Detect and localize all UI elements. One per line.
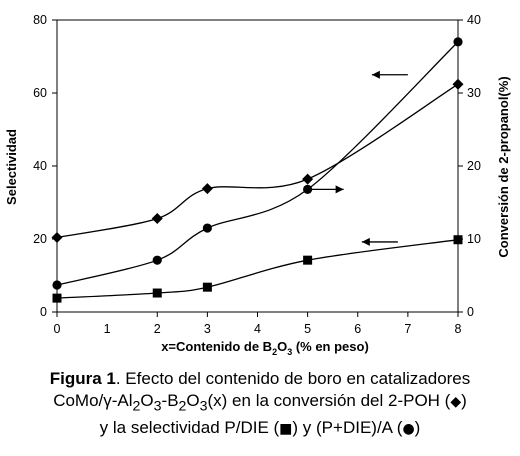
y-tick-label: 20 <box>33 232 47 246</box>
data-point-square <box>303 255 313 265</box>
x-tick-label: 4 <box>254 322 261 336</box>
data-point-circle <box>453 37 463 47</box>
diamond-marker-icon: ◆ <box>450 394 462 410</box>
y-tick-label: 40 <box>33 159 47 173</box>
y-tick-label: 60 <box>33 86 47 100</box>
data-point-square <box>52 293 62 303</box>
arrow-left-head <box>371 70 380 79</box>
series-line-square <box>56 239 459 299</box>
arrow-left-head <box>361 237 370 246</box>
caption-text-1: . Efecto del contenido de boro en catali… <box>115 369 471 388</box>
series-line-diamond <box>56 83 459 239</box>
y2-tick-label: 0 <box>467 305 474 319</box>
x-tick-label: 3 <box>204 322 211 336</box>
x-tick-label: 1 <box>104 322 111 336</box>
y2-tick-label: 20 <box>467 159 481 173</box>
x-tick-label: 6 <box>354 322 361 336</box>
y2-tick-label: 30 <box>467 86 481 100</box>
data-point-diamond <box>302 173 314 185</box>
data-point-diamond <box>201 183 213 195</box>
chart: 0 20 40 60 80 0 10 20 30 40 0 1 2 3 4 5 6 7 8 x=Contenido … <box>4 13 511 357</box>
y2-tick-label: 40 <box>467 13 481 27</box>
figure-caption: Figura 1. Efecto del contenido de boro e… <box>0 368 520 440</box>
y2-axis-title: Conversión de 2-propanol(%) <box>496 76 511 257</box>
x-tick-label: 8 <box>455 322 462 336</box>
data-point-diamond <box>452 78 464 90</box>
data-point-diamond <box>151 213 163 225</box>
y2-tick-label: 10 <box>467 232 481 246</box>
y-axis-title: Selectividad <box>4 129 19 205</box>
data-point-circle <box>52 280 62 290</box>
caption-line-3: y la selectividad P/DIE (■) y (P+DIE)/A … <box>99 418 421 438</box>
data-point-circle <box>152 255 162 265</box>
x-axis-title: x=Contenido de B2O3 (% en peso) <box>161 339 369 357</box>
square-marker-icon: ■ <box>279 421 293 438</box>
data-point-square <box>453 235 463 245</box>
plot-frame <box>56 19 459 313</box>
x-tick-label: 2 <box>154 322 161 336</box>
data-point-square <box>202 282 212 292</box>
x-tick-label: 5 <box>304 322 311 336</box>
caption-line-2: CoMo/γ-Al2O3-B2O3(x) en la conversión de… <box>53 391 467 415</box>
arrow-right-head <box>335 185 344 194</box>
series-line-circle <box>56 41 459 286</box>
y-tick-label: 0 <box>40 305 47 319</box>
figure-label: Figura 1 <box>49 369 116 388</box>
data-point-diamond <box>51 232 63 244</box>
x-tick-label: 7 <box>404 322 411 336</box>
data-point-circle <box>202 223 212 233</box>
caption-line-1: Figura 1. Efecto del contenido de boro e… <box>0 368 520 390</box>
y-tick-label: 80 <box>33 13 47 27</box>
circle-marker-icon: ● <box>402 421 415 438</box>
x-tick-label: 0 <box>54 322 61 336</box>
data-point-square <box>152 288 162 298</box>
